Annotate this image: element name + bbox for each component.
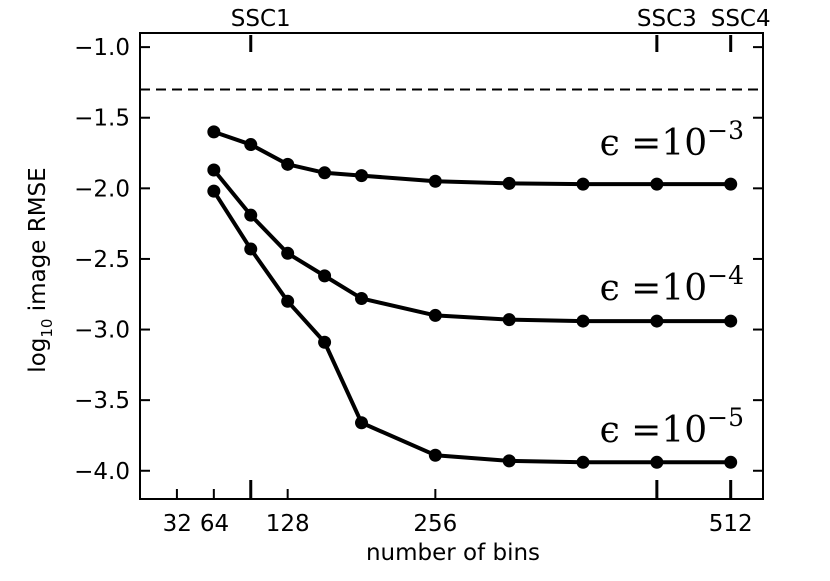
top-tick-label: SSC4 bbox=[711, 6, 771, 32]
series-eps-1e-3: ϵ =10−3 bbox=[207, 116, 744, 191]
x-tick-label: 256 bbox=[413, 511, 457, 537]
data-point bbox=[207, 163, 221, 177]
data-point bbox=[244, 138, 258, 152]
series-label-exponent: −4 bbox=[707, 261, 744, 290]
y-tick-label: −2.0 bbox=[74, 176, 130, 202]
data-point bbox=[502, 454, 516, 468]
series-label: ϵ =10−4 bbox=[600, 261, 744, 309]
data-point bbox=[355, 169, 369, 183]
ticks-layer: −1.0 −1.5 −2.0 −2.5 −3.0 −3.5 −4.0 32 64 128 256 51… bbox=[74, 6, 771, 537]
data-point bbox=[318, 269, 332, 283]
data-point bbox=[428, 448, 442, 462]
data-point bbox=[244, 208, 258, 222]
y-tick-label: −3.0 bbox=[74, 318, 130, 344]
series-line bbox=[212, 168, 731, 324]
series-line bbox=[213, 129, 731, 187]
data-point bbox=[576, 177, 590, 191]
data-point bbox=[724, 455, 738, 469]
series-line bbox=[212, 190, 731, 465]
top-tick-label: SSC1 bbox=[231, 6, 291, 32]
x-tick-label: 32 bbox=[163, 511, 192, 537]
data-point bbox=[355, 291, 369, 305]
series-label-base: ϵ =10 bbox=[600, 268, 708, 309]
series-eps-1e-4: ϵ =10−4 bbox=[207, 163, 744, 328]
series-label: ϵ =10−3 bbox=[600, 116, 744, 164]
series-label-exponent: −5 bbox=[707, 403, 744, 432]
data-point bbox=[355, 416, 369, 430]
plot-frame bbox=[139, 32, 764, 500]
data-point bbox=[650, 314, 664, 328]
top-tick-label: SSC3 bbox=[637, 6, 697, 32]
y-tick-label: −1.5 bbox=[74, 106, 130, 132]
data-point bbox=[281, 246, 295, 260]
series-label-base: ϵ =10 bbox=[600, 410, 708, 451]
data-point bbox=[502, 313, 516, 327]
x-tick-label: 512 bbox=[709, 511, 753, 537]
data-point bbox=[724, 314, 738, 328]
x-axis-label: number of bins bbox=[366, 540, 540, 566]
y-tick-label: −4.0 bbox=[74, 459, 130, 485]
y-axis-label-log: log bbox=[25, 338, 51, 373]
series-layer: ϵ =10−3ϵ =10−4ϵ =10−5 bbox=[207, 116, 744, 469]
data-point bbox=[502, 176, 516, 190]
data-point bbox=[244, 242, 258, 256]
data-point bbox=[281, 157, 295, 171]
x-tick-label: 128 bbox=[266, 511, 310, 537]
data-point bbox=[318, 335, 332, 349]
data-point bbox=[576, 455, 590, 469]
y-axis-label-subscript: 10 bbox=[38, 319, 56, 338]
data-point bbox=[207, 184, 221, 198]
y-tick-label: −1.0 bbox=[74, 35, 130, 61]
data-point bbox=[428, 174, 442, 188]
data-point bbox=[576, 314, 590, 328]
data-point bbox=[724, 177, 738, 191]
series-label-base: ϵ =10 bbox=[600, 123, 708, 164]
series-label-exponent: −3 bbox=[707, 116, 744, 145]
y-axis-label-rest: image RMSE bbox=[25, 167, 51, 318]
y-axis-label: log10 image RMSE bbox=[25, 167, 56, 372]
y-tick-label: −2.5 bbox=[74, 247, 130, 273]
data-point bbox=[281, 294, 295, 308]
series-eps-1e-5: ϵ =10−5 bbox=[207, 184, 744, 469]
data-point bbox=[428, 308, 442, 322]
data-point bbox=[318, 166, 332, 180]
x-tick-label: 64 bbox=[200, 511, 229, 537]
data-point bbox=[650, 177, 664, 191]
series-label: ϵ =10−5 bbox=[600, 403, 744, 451]
y-tick-label: −3.5 bbox=[74, 388, 130, 414]
data-point bbox=[207, 125, 221, 139]
data-point bbox=[650, 455, 664, 469]
